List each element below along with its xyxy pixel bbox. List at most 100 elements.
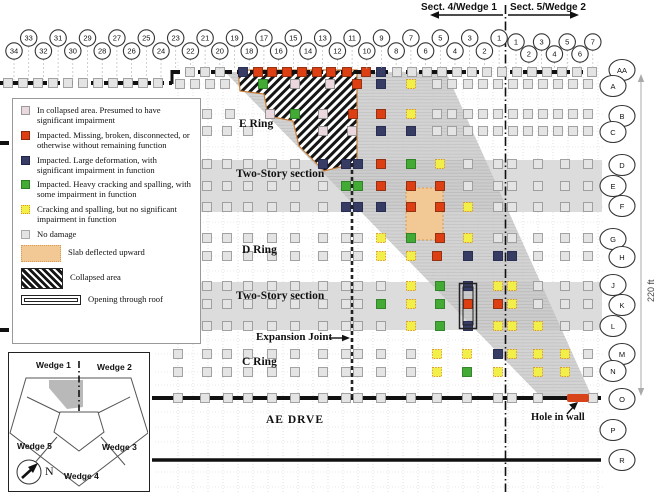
north-label: N	[45, 464, 54, 478]
column-marker-g	[353, 393, 363, 403]
column-marker-g	[447, 126, 457, 136]
row-letter-circle	[599, 314, 627, 338]
column-marker-g	[583, 202, 593, 212]
column-marker-g	[267, 393, 277, 403]
column-marker-g	[447, 109, 457, 119]
hole-arrowhead-icon	[569, 402, 578, 410]
wedge-4-label: Wedge 4	[64, 471, 99, 481]
column-number-label: 7	[409, 34, 413, 43]
column-marker-g	[568, 109, 578, 119]
column-marker-g	[243, 233, 253, 243]
column-marker-g	[318, 349, 328, 359]
column-marker-g	[560, 281, 570, 291]
column-marker-g	[318, 393, 328, 403]
column-marker-g	[523, 109, 533, 119]
legend-item: Collapsed area	[21, 267, 194, 289]
column-marker-g	[583, 181, 593, 191]
row-letter-circle	[599, 174, 627, 198]
column-number-label: 30	[69, 47, 77, 56]
column-number-label: 8	[394, 47, 398, 56]
column-marker-g	[243, 251, 253, 261]
column-number-circle	[490, 29, 508, 47]
column-number-label: 13	[319, 34, 327, 43]
column-marker-g	[497, 67, 507, 77]
two-story-section-2-label: Two-Story section	[236, 290, 325, 302]
row-letter-label: AA	[617, 66, 627, 75]
column-marker-y	[493, 281, 503, 291]
column-marker-y	[432, 367, 442, 377]
column-marker-g	[222, 299, 232, 309]
column-marker-g	[560, 202, 570, 212]
column-marker-g	[507, 393, 517, 403]
inset-wedge-line-3	[32, 436, 58, 466]
column-number-label: 20	[216, 47, 224, 56]
column-marker-g	[560, 321, 570, 331]
row-letter-label: F	[620, 202, 625, 211]
column-marker-g	[222, 321, 232, 331]
column-number-circle	[255, 29, 273, 47]
row-letter-label: E	[610, 182, 615, 191]
column-marker-g	[190, 79, 200, 89]
column-marker-p	[318, 126, 328, 136]
column-marker-g	[568, 126, 578, 136]
column-marker-g	[462, 393, 472, 403]
row-letter-circle	[608, 387, 636, 411]
column-number-circle	[475, 42, 494, 60]
column-number-label: 15	[289, 34, 297, 43]
column-marker-g	[572, 67, 582, 77]
column-marker-g	[583, 233, 593, 243]
column-marker-g	[290, 367, 300, 377]
column-marker-g	[407, 67, 417, 77]
column-marker-y	[376, 233, 386, 243]
column-marker-g	[243, 393, 253, 403]
row-letter-label: N	[610, 367, 615, 376]
column-marker-G	[435, 299, 445, 309]
legend-item: Opening through roof	[21, 294, 194, 305]
column-marker-g	[583, 281, 593, 291]
column-marker-g	[243, 126, 253, 136]
column-marker-g	[353, 281, 363, 291]
row-letter-circle	[599, 273, 627, 297]
legend-item: Cracking and spalling, but no significan…	[21, 204, 194, 224]
column-marker-g	[222, 159, 232, 169]
column-marker-g	[202, 126, 212, 136]
sect4-wedge1-label: Sect. 4/Wedge 1	[421, 2, 497, 13]
column-marker-g	[512, 67, 522, 77]
row-letter-label: G	[610, 235, 616, 244]
column-number-label: 25	[142, 34, 150, 43]
column-marker-y	[533, 349, 543, 359]
column-marker-g	[341, 281, 351, 291]
column-marker-n	[493, 251, 503, 261]
column-marker-g	[557, 67, 567, 77]
column-number-label: 19	[230, 34, 238, 43]
column-marker-n	[238, 67, 248, 77]
column-marker-g	[533, 281, 543, 291]
column-marker-y	[533, 367, 543, 377]
sect5-wedge2-label: Sect. 5/Wedge 2	[510, 2, 586, 13]
legend-item-text: No damage	[37, 228, 77, 239]
column-marker-g	[533, 159, 543, 169]
column-marker-y	[463, 233, 473, 243]
column-marker-g	[493, 79, 503, 89]
column-marker-g	[222, 202, 232, 212]
column-number-circle	[387, 42, 405, 60]
column-marker-p	[347, 126, 357, 136]
column-marker-r	[432, 251, 442, 261]
column-marker-y	[463, 202, 473, 212]
column-marker-g	[222, 181, 232, 191]
column-marker-g	[290, 251, 300, 261]
row-letter-circle	[599, 74, 627, 98]
column-marker-g	[173, 367, 183, 377]
inset-wedge-line-2	[97, 396, 131, 414]
column-marker-n	[376, 126, 386, 136]
column-marker-y	[507, 281, 517, 291]
column-marker-g	[376, 321, 386, 331]
legend: In collapsed area. Presumed to have sign…	[12, 98, 201, 344]
column-marker-g	[290, 321, 300, 331]
column-marker-g	[538, 79, 548, 89]
column-marker-g	[200, 67, 210, 77]
column-marker-g	[290, 349, 300, 359]
column-marker-g	[523, 126, 533, 136]
column-marker-G	[462, 367, 472, 377]
column-marker-G	[341, 181, 351, 191]
